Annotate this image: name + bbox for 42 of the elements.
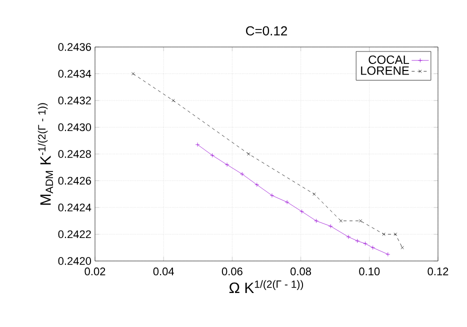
point bbox=[382, 232, 386, 236]
y-tick-label: 0.2428 bbox=[58, 150, 91, 158]
point bbox=[400, 246, 404, 250]
y-tick-label: 0.2422 bbox=[58, 230, 91, 238]
point bbox=[346, 234, 351, 240]
point bbox=[355, 238, 360, 244]
x-tick-label: 0.08 bbox=[290, 268, 312, 276]
point bbox=[284, 200, 290, 204]
y-tick-label: 0.2426 bbox=[58, 176, 91, 185]
x-tick-label: 0.10 bbox=[359, 268, 380, 276]
point bbox=[328, 224, 333, 228]
point bbox=[394, 232, 398, 236]
point bbox=[358, 219, 362, 222]
y-tick-label: 0.2430 bbox=[58, 123, 92, 132]
point bbox=[247, 152, 250, 156]
point bbox=[339, 219, 343, 222]
point bbox=[254, 182, 260, 187]
legend-label: COCAL bbox=[368, 55, 410, 64]
point bbox=[224, 162, 230, 167]
y-tick-label: 0.2424 bbox=[58, 204, 92, 212]
chart-title: C=0.12 bbox=[246, 26, 287, 36]
y-axis-title: M$_{ADM}$ K$^{-1/(2(Γ - 1))}$ bbox=[38, 103, 53, 205]
y-tick-label: 0.2436 bbox=[58, 43, 91, 51]
y-tick-label: 0.2434 bbox=[58, 70, 92, 78]
legend-label: LORENE bbox=[361, 66, 409, 75]
point bbox=[210, 153, 215, 158]
x-axis-title: Ω K$^{1/(2(Γ - 1))}$ bbox=[229, 280, 304, 294]
point bbox=[172, 98, 175, 102]
point bbox=[131, 72, 135, 76]
x-tick-label: 0.06 bbox=[222, 268, 242, 276]
y-tick-label: 0.2432 bbox=[58, 96, 91, 104]
y-tick-label: 0.2420 bbox=[58, 257, 92, 265]
point bbox=[270, 193, 274, 198]
point bbox=[363, 241, 368, 246]
point bbox=[370, 245, 376, 250]
point bbox=[300, 209, 304, 214]
point bbox=[314, 218, 318, 224]
x-tick-label: 0.02 bbox=[84, 268, 106, 276]
x-tick-label: 0.04 bbox=[153, 268, 174, 276]
point bbox=[312, 192, 316, 196]
point bbox=[240, 172, 244, 176]
x-tick-label: 0.12 bbox=[428, 268, 448, 276]
